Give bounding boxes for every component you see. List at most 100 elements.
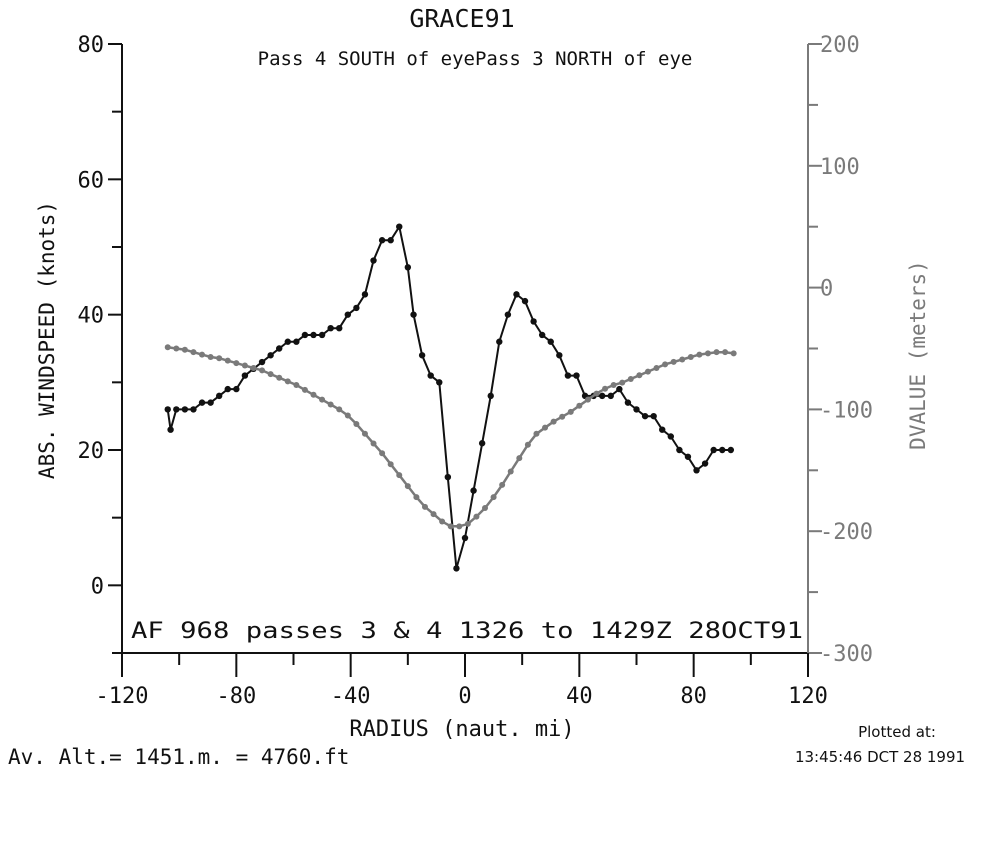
windspeed-point bbox=[710, 446, 717, 454]
windspeed-point bbox=[659, 426, 666, 433]
dvalue-point bbox=[456, 523, 463, 530]
windspeed-point bbox=[676, 446, 683, 454]
dvalue-point bbox=[344, 412, 351, 419]
windspeed-point bbox=[487, 392, 494, 400]
dvalue-point bbox=[310, 391, 317, 398]
windspeed-point bbox=[684, 453, 692, 460]
dvalue-point bbox=[533, 430, 540, 437]
x-axis-label: RADIUS (naut. mi) bbox=[349, 717, 574, 742]
windspeed-point bbox=[190, 406, 197, 413]
windspeed-point bbox=[719, 446, 726, 454]
altitude-note: Av. Alt.= 1451.m. = 4760.ft bbox=[8, 745, 349, 769]
windspeed-point bbox=[207, 399, 214, 406]
windspeed-point bbox=[521, 297, 529, 305]
y2-tick-label: -200 bbox=[820, 520, 873, 545]
dvalue-point bbox=[173, 345, 180, 352]
dvalue-point bbox=[653, 364, 660, 371]
windspeed-point bbox=[233, 385, 240, 393]
dvalue-point bbox=[490, 494, 497, 501]
dvalue-point bbox=[241, 362, 248, 369]
plotted-at-label: Plotted at: bbox=[858, 723, 936, 741]
x-tick-label: 80 bbox=[680, 684, 707, 709]
windspeed-point bbox=[556, 352, 563, 359]
windspeed-point bbox=[693, 467, 700, 474]
dvalue-point bbox=[670, 358, 677, 365]
dvalue-point bbox=[584, 396, 591, 403]
windspeed-point bbox=[436, 379, 443, 386]
windspeed-point bbox=[181, 406, 189, 413]
dvalue-point bbox=[267, 371, 274, 378]
dvalue-point bbox=[190, 349, 197, 356]
dvalue-point bbox=[713, 349, 720, 356]
windspeed-point bbox=[241, 372, 249, 379]
y2-axis-label: DVALUE (meters) bbox=[906, 260, 930, 450]
windspeed-point bbox=[616, 385, 623, 393]
dvalue-point bbox=[627, 375, 634, 382]
x-tick-label: -40 bbox=[331, 684, 371, 709]
dvalue-point bbox=[250, 364, 257, 371]
windspeed-point bbox=[538, 331, 546, 339]
windspeed-point bbox=[461, 534, 469, 542]
dvalue-point bbox=[447, 523, 454, 530]
windspeed-point bbox=[504, 311, 512, 318]
chart-title: GRACE91 bbox=[409, 4, 514, 33]
dvalue-point bbox=[361, 430, 368, 437]
dvalue-point bbox=[224, 357, 231, 364]
y2-tick-label: 200 bbox=[820, 33, 860, 58]
windspeed-point bbox=[496, 338, 503, 345]
windspeed-point bbox=[267, 352, 274, 359]
dvalue-point bbox=[619, 379, 626, 386]
dvalue-point bbox=[216, 355, 223, 362]
dvalue-point bbox=[516, 455, 523, 462]
dvalue-point bbox=[644, 368, 651, 375]
y-axis-label: ABS. WINDSPEED (knots) bbox=[35, 201, 59, 479]
dvalue-point bbox=[387, 461, 394, 468]
flight-annotation: AF 968 passes 3 & 4 1326 to 1429Z 28OCT9… bbox=[131, 619, 803, 644]
x-tick-label: 0 bbox=[458, 684, 471, 709]
dvalue-point bbox=[233, 360, 240, 367]
chart-subtitle: Pass 4 SOUTH of eyePass 3 NORTH of eye bbox=[258, 48, 693, 70]
windspeed-point bbox=[444, 473, 452, 481]
y-tick-label: 40 bbox=[78, 304, 105, 329]
windspeed-point bbox=[387, 237, 394, 244]
windspeed-point bbox=[344, 311, 352, 318]
dvalue-point bbox=[576, 402, 583, 409]
windspeed-point bbox=[564, 372, 572, 379]
windspeed-point bbox=[353, 304, 360, 312]
windspeed-point bbox=[624, 399, 632, 406]
windspeed-point bbox=[478, 440, 486, 447]
windspeed-point bbox=[215, 392, 223, 400]
windspeed-point bbox=[293, 338, 300, 345]
dvalue-point bbox=[379, 450, 386, 457]
windspeed-point bbox=[258, 358, 266, 366]
dvalue-point bbox=[439, 518, 446, 525]
dvalue-point bbox=[473, 513, 480, 520]
windspeed-point bbox=[607, 392, 614, 400]
windspeed-point bbox=[427, 372, 434, 379]
dvalue-point bbox=[524, 441, 531, 448]
dvalue-point bbox=[284, 378, 291, 385]
windspeed-point bbox=[727, 446, 735, 454]
windspeed-point bbox=[164, 406, 171, 413]
y2-tick-label: 100 bbox=[820, 155, 860, 180]
dvalue-point bbox=[679, 356, 686, 363]
windspeed-point bbox=[198, 399, 206, 406]
windspeed-point bbox=[301, 331, 309, 339]
dvalue-point bbox=[199, 351, 206, 358]
windspeed-point bbox=[573, 372, 580, 379]
dvalue-point bbox=[602, 385, 609, 392]
dvalue-point bbox=[559, 413, 566, 420]
dvalue-point bbox=[319, 396, 326, 403]
windspeed-point bbox=[410, 311, 417, 318]
dvalue-point bbox=[336, 406, 343, 413]
series-layer bbox=[164, 223, 737, 572]
y-tick-label: 60 bbox=[78, 168, 105, 193]
dvalue-point bbox=[464, 520, 471, 527]
dvalue-point bbox=[276, 374, 283, 381]
windspeed-point bbox=[361, 291, 369, 298]
windspeed-point bbox=[547, 338, 554, 345]
windspeed-line bbox=[166, 224, 731, 569]
windspeed-point bbox=[470, 487, 477, 494]
dvalue-point bbox=[404, 483, 411, 490]
